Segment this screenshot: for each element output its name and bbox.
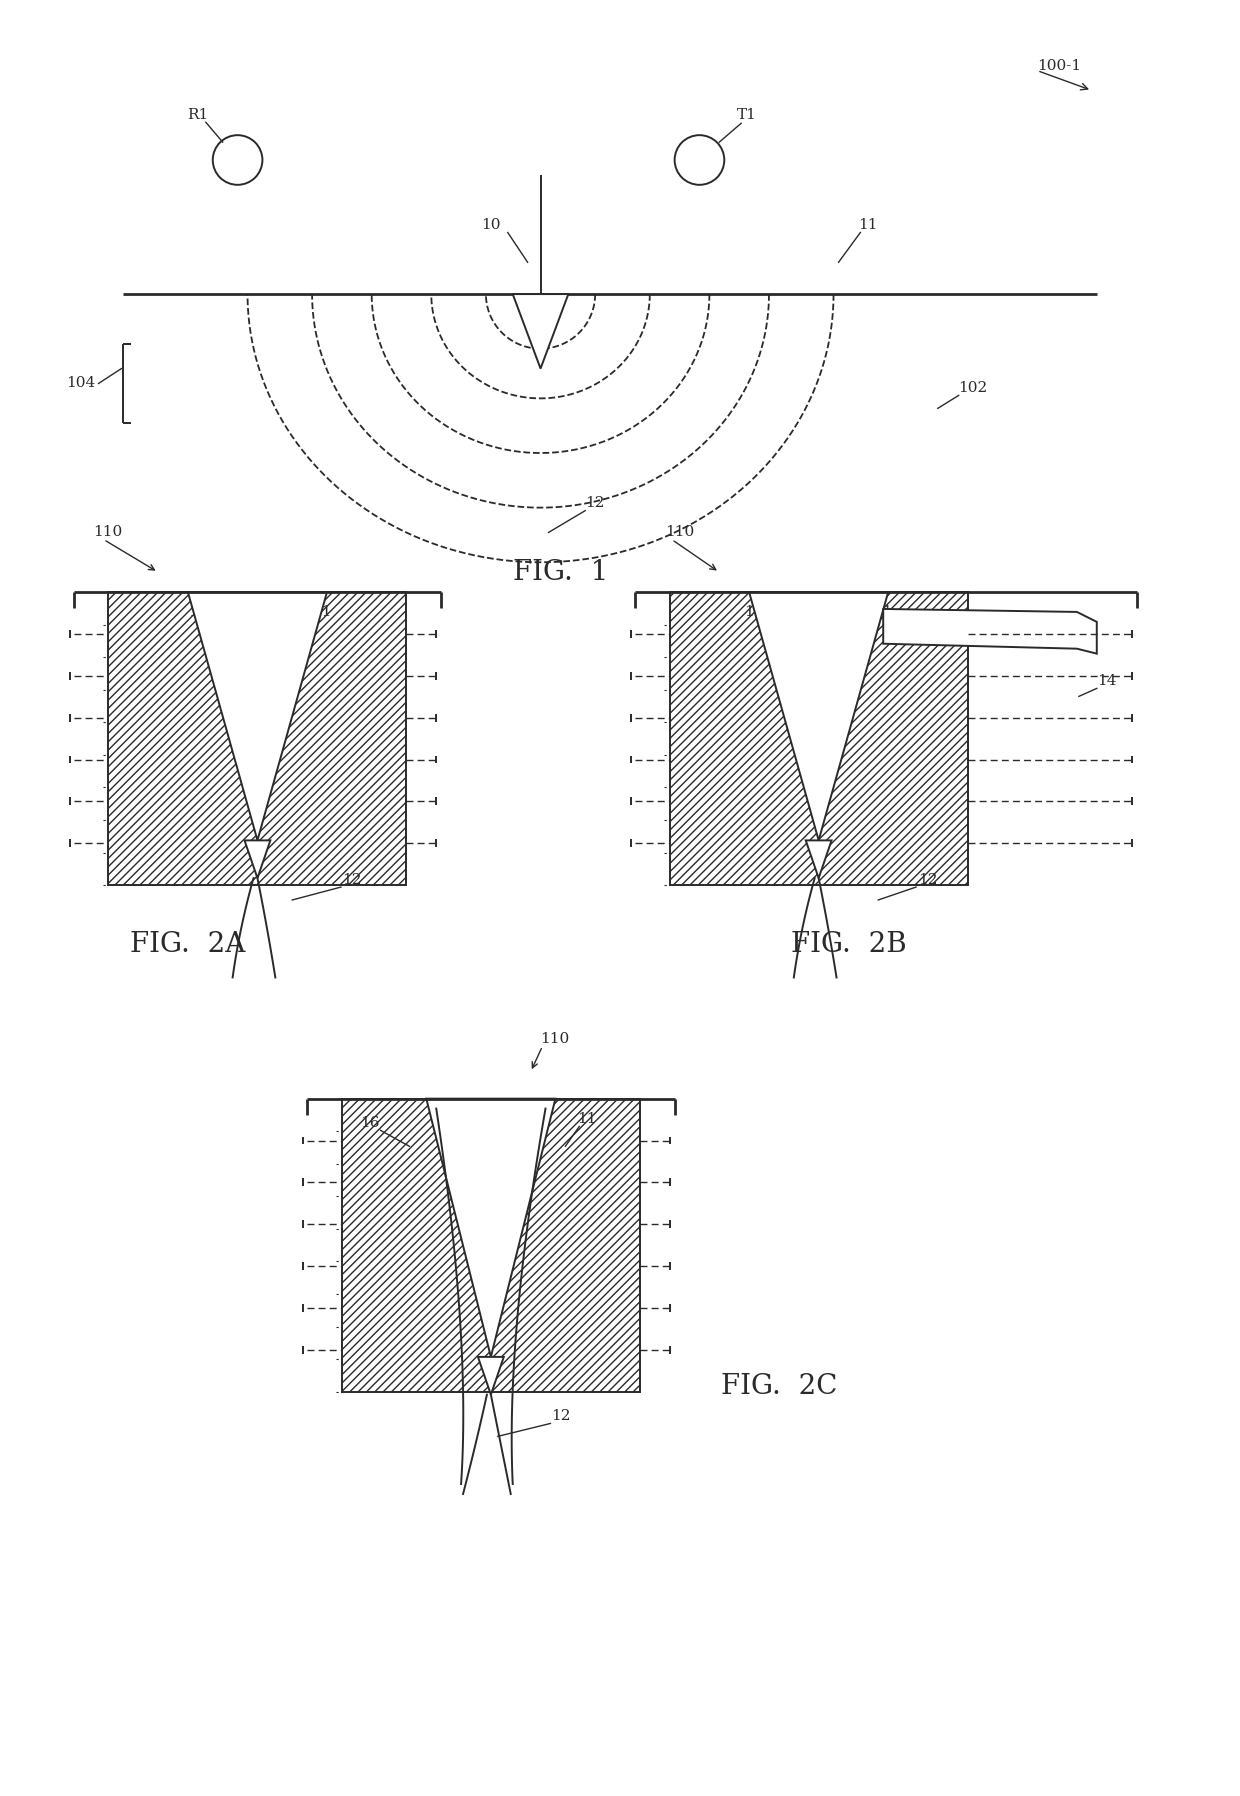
Text: R1: R1 [187, 108, 208, 122]
Text: 12: 12 [551, 1410, 570, 1424]
Text: 104: 104 [66, 377, 95, 390]
Text: 11: 11 [578, 1112, 596, 1126]
Bar [108, 593, 407, 885]
Text: 11: 11 [312, 605, 332, 620]
Text: FIG.  2B: FIG. 2B [791, 930, 906, 959]
Polygon shape [883, 609, 1096, 654]
Text: 10: 10 [481, 217, 501, 232]
Text: 14: 14 [1097, 675, 1116, 688]
Polygon shape [427, 1099, 556, 1358]
Text: 110: 110 [665, 526, 694, 539]
Text: 110: 110 [541, 1033, 570, 1045]
Text: 12: 12 [918, 873, 937, 887]
Text: 11: 11 [858, 217, 878, 232]
Text: 12: 12 [342, 873, 362, 887]
Polygon shape [477, 1358, 503, 1395]
Text: 102: 102 [959, 381, 987, 395]
Text: 100-1: 100-1 [1037, 59, 1081, 72]
Polygon shape [806, 841, 832, 878]
Text: FIG.  1: FIG. 1 [512, 559, 608, 585]
Text: 10: 10 [188, 605, 207, 620]
Bar [670, 593, 967, 885]
Text: 110: 110 [93, 526, 123, 539]
Text: T1: T1 [738, 108, 758, 122]
Text: 10: 10 [744, 605, 764, 620]
Polygon shape [244, 841, 270, 878]
Polygon shape [512, 295, 568, 368]
Text: 10: 10 [466, 1112, 486, 1126]
Bar [342, 1099, 640, 1392]
Text: 16: 16 [360, 1117, 379, 1130]
Text: 11: 11 [873, 605, 893, 620]
Text: 12: 12 [585, 496, 605, 510]
Polygon shape [188, 593, 327, 841]
Text: FIG.  2C: FIG. 2C [720, 1374, 837, 1401]
Polygon shape [749, 593, 888, 841]
Text: FIG.  2A: FIG. 2A [130, 930, 246, 959]
